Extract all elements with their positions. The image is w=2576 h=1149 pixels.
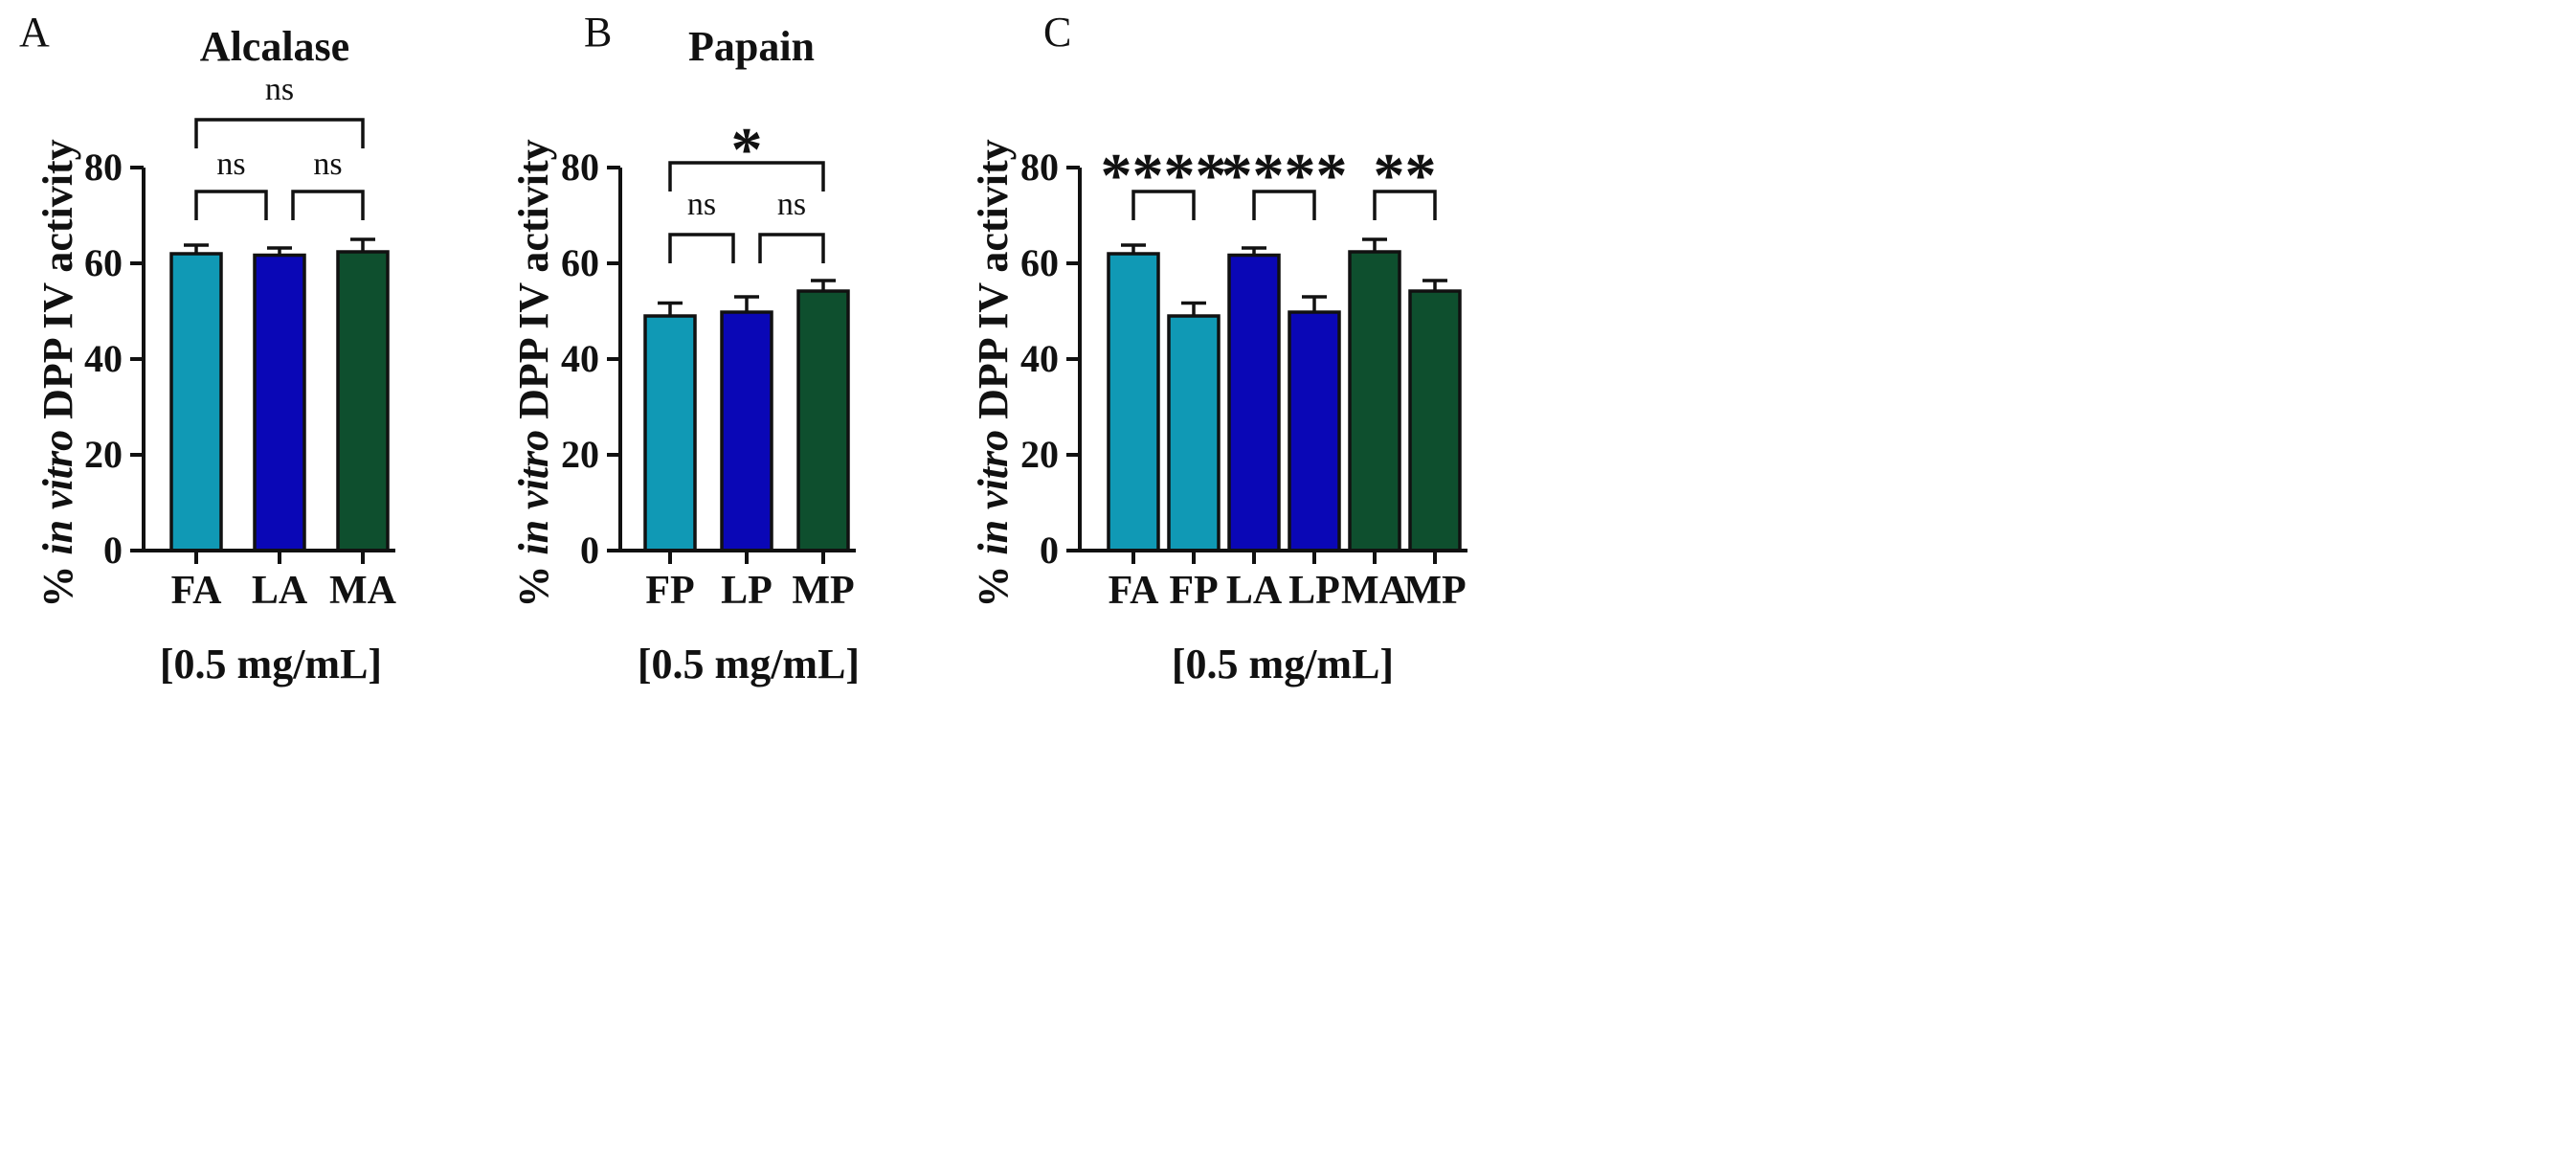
panel-a-ylabel-suffix: DPP IV activity bbox=[34, 139, 81, 430]
panel-a-error-bar-la bbox=[267, 246, 292, 256]
panel-a-ylabel-italic: in vitro bbox=[34, 430, 81, 555]
panel-a-error-bar-fa bbox=[184, 243, 209, 254]
panel-b-category-lp: LP bbox=[721, 569, 773, 613]
panel-c-category-lp: LP bbox=[1288, 569, 1340, 613]
panel-b-ytick-label-40: 40 bbox=[561, 337, 599, 380]
panel-b-category-fp: FP bbox=[645, 569, 694, 613]
panel-c-bar-fa bbox=[1107, 252, 1160, 552]
panel-b-significance-bracket-3 bbox=[668, 161, 825, 192]
panel-a-ytick-label-40: 40 bbox=[84, 337, 123, 380]
panel-a-category-fa: FA bbox=[171, 569, 223, 613]
panel-a-title: Alcalase bbox=[200, 23, 349, 70]
panel-b-letter: B bbox=[584, 9, 612, 56]
panel-c-error-bar-ma bbox=[1362, 237, 1387, 252]
panel-b-ylabel-suffix: DPP IV activity bbox=[510, 139, 557, 430]
panel-b-bar-fp bbox=[643, 314, 697, 552]
panel-a-ytick-label-60: 60 bbox=[84, 241, 123, 284]
panel-b-significance-label-2: ns bbox=[777, 187, 806, 222]
panel-a-category-ma: MA bbox=[329, 569, 397, 613]
panel-b-bar-lp bbox=[720, 310, 773, 552]
panel-b-ytick-label-20: 20 bbox=[561, 433, 599, 476]
panel-c-error-bar-fp bbox=[1181, 301, 1206, 316]
panel-c-bar-mp bbox=[1408, 289, 1462, 552]
panel-a-significance-label-1: ns bbox=[216, 146, 245, 182]
panel-c-ylabel: % in vitro DPP IV activity bbox=[970, 139, 1017, 607]
panel-c-letter: C bbox=[1043, 9, 1071, 56]
panel-a-bar-la bbox=[253, 253, 306, 552]
panel-a-significance-bracket-1 bbox=[194, 190, 268, 220]
panel-b-error-bar-mp bbox=[811, 279, 836, 291]
panel-c-significance-bracket-1 bbox=[1131, 190, 1196, 220]
panel-b-significance-label-3: * bbox=[731, 115, 763, 185]
panel-a-significance-bracket-3 bbox=[194, 118, 365, 148]
panel-b-ytick-label-80: 80 bbox=[561, 146, 599, 189]
panel-c-bar-fp bbox=[1167, 314, 1221, 552]
panel-c-error-bar-la bbox=[1242, 246, 1266, 256]
panel-b-xlabel: [0.5 mg/mL] bbox=[638, 641, 860, 687]
panel-a-significance-bracket-2 bbox=[291, 190, 365, 220]
panel-b-ytick-label-60: 60 bbox=[561, 241, 599, 284]
panel-a-category-la: LA bbox=[252, 569, 308, 613]
panel-c-bar-la bbox=[1227, 253, 1281, 552]
panel-a-significance-label-2: ns bbox=[313, 146, 342, 182]
panel-b-significance-bracket-1 bbox=[668, 233, 735, 263]
panel-b-error-bar-fp bbox=[658, 301, 683, 316]
panel-c-category-la: LA bbox=[1226, 569, 1283, 613]
panel-c-significance-label-3: ** bbox=[1374, 141, 1437, 211]
panel-c-error-bar-mp bbox=[1422, 279, 1447, 291]
panel-b-ylabel-prefix: % bbox=[510, 555, 557, 608]
panel-a-ylabel: % in vitro DPP IV activity bbox=[34, 139, 81, 607]
panel-c-ytick-label-40: 40 bbox=[1020, 337, 1059, 380]
panel-c-ylabel-suffix: DPP IV activity bbox=[970, 139, 1017, 430]
panel-c-category-mp: MP bbox=[1403, 569, 1466, 613]
panel-c-category-fp: FP bbox=[1169, 569, 1218, 613]
panel-c-significance-label-2: **** bbox=[1221, 141, 1348, 211]
panel-b-ytick-label-0: 0 bbox=[580, 529, 599, 572]
panel-a-ytick-label-80: 80 bbox=[84, 146, 123, 189]
panel-b-bar-mp bbox=[796, 289, 850, 552]
panel-a-significance-label-3: ns bbox=[265, 72, 294, 107]
panel-c-category-ma: MA bbox=[1341, 569, 1409, 613]
panel-c-ylabel-italic: in vitro bbox=[970, 430, 1017, 555]
panel-b-significance-label-1: ns bbox=[687, 187, 716, 222]
panel-b-error-bar-lp bbox=[734, 295, 759, 312]
panel-a-error-bar-ma bbox=[350, 237, 375, 252]
panel-a-ytick-label-20: 20 bbox=[84, 433, 123, 476]
panel-c-xlabel: [0.5 mg/mL] bbox=[1172, 641, 1394, 687]
panel-b-ylabel: % in vitro DPP IV activity bbox=[510, 139, 557, 607]
panel-a-ytick-label-0: 0 bbox=[103, 529, 123, 572]
panel-a-letter: A bbox=[19, 9, 50, 56]
panel-c-error-bar-lp bbox=[1302, 295, 1327, 312]
panel-c-ytick-label-0: 0 bbox=[1040, 529, 1059, 572]
panel-a-xlabel: [0.5 mg/mL] bbox=[160, 641, 382, 687]
panel-b-significance-bracket-2 bbox=[758, 233, 825, 263]
panel-c-category-fa: FA bbox=[1109, 569, 1160, 613]
panel-a-ylabel-prefix: % bbox=[34, 555, 81, 608]
panel-c-significance-bracket-2 bbox=[1252, 190, 1316, 220]
panel-c-ytick-label-60: 60 bbox=[1020, 241, 1059, 284]
panel-c-significance-label-1: **** bbox=[1101, 141, 1227, 211]
panel-c-significance-bracket-3 bbox=[1373, 190, 1437, 220]
panel-b-category-mp: MP bbox=[792, 569, 854, 613]
panel-a-bar-ma bbox=[336, 250, 390, 552]
panel-b-title: Papain bbox=[688, 23, 815, 70]
panel-b-ylabel-italic: in vitro bbox=[510, 430, 557, 555]
panel-c-ytick-label-20: 20 bbox=[1020, 433, 1059, 476]
panel-c-ytick-label-80: 80 bbox=[1020, 146, 1059, 189]
panel-c-error-bar-fa bbox=[1121, 243, 1146, 254]
panel-c-ylabel-prefix: % bbox=[970, 555, 1017, 608]
panel-a-bar-fa bbox=[169, 252, 223, 552]
panel-c-bar-ma bbox=[1348, 250, 1401, 552]
panel-c-bar-lp bbox=[1288, 310, 1341, 552]
